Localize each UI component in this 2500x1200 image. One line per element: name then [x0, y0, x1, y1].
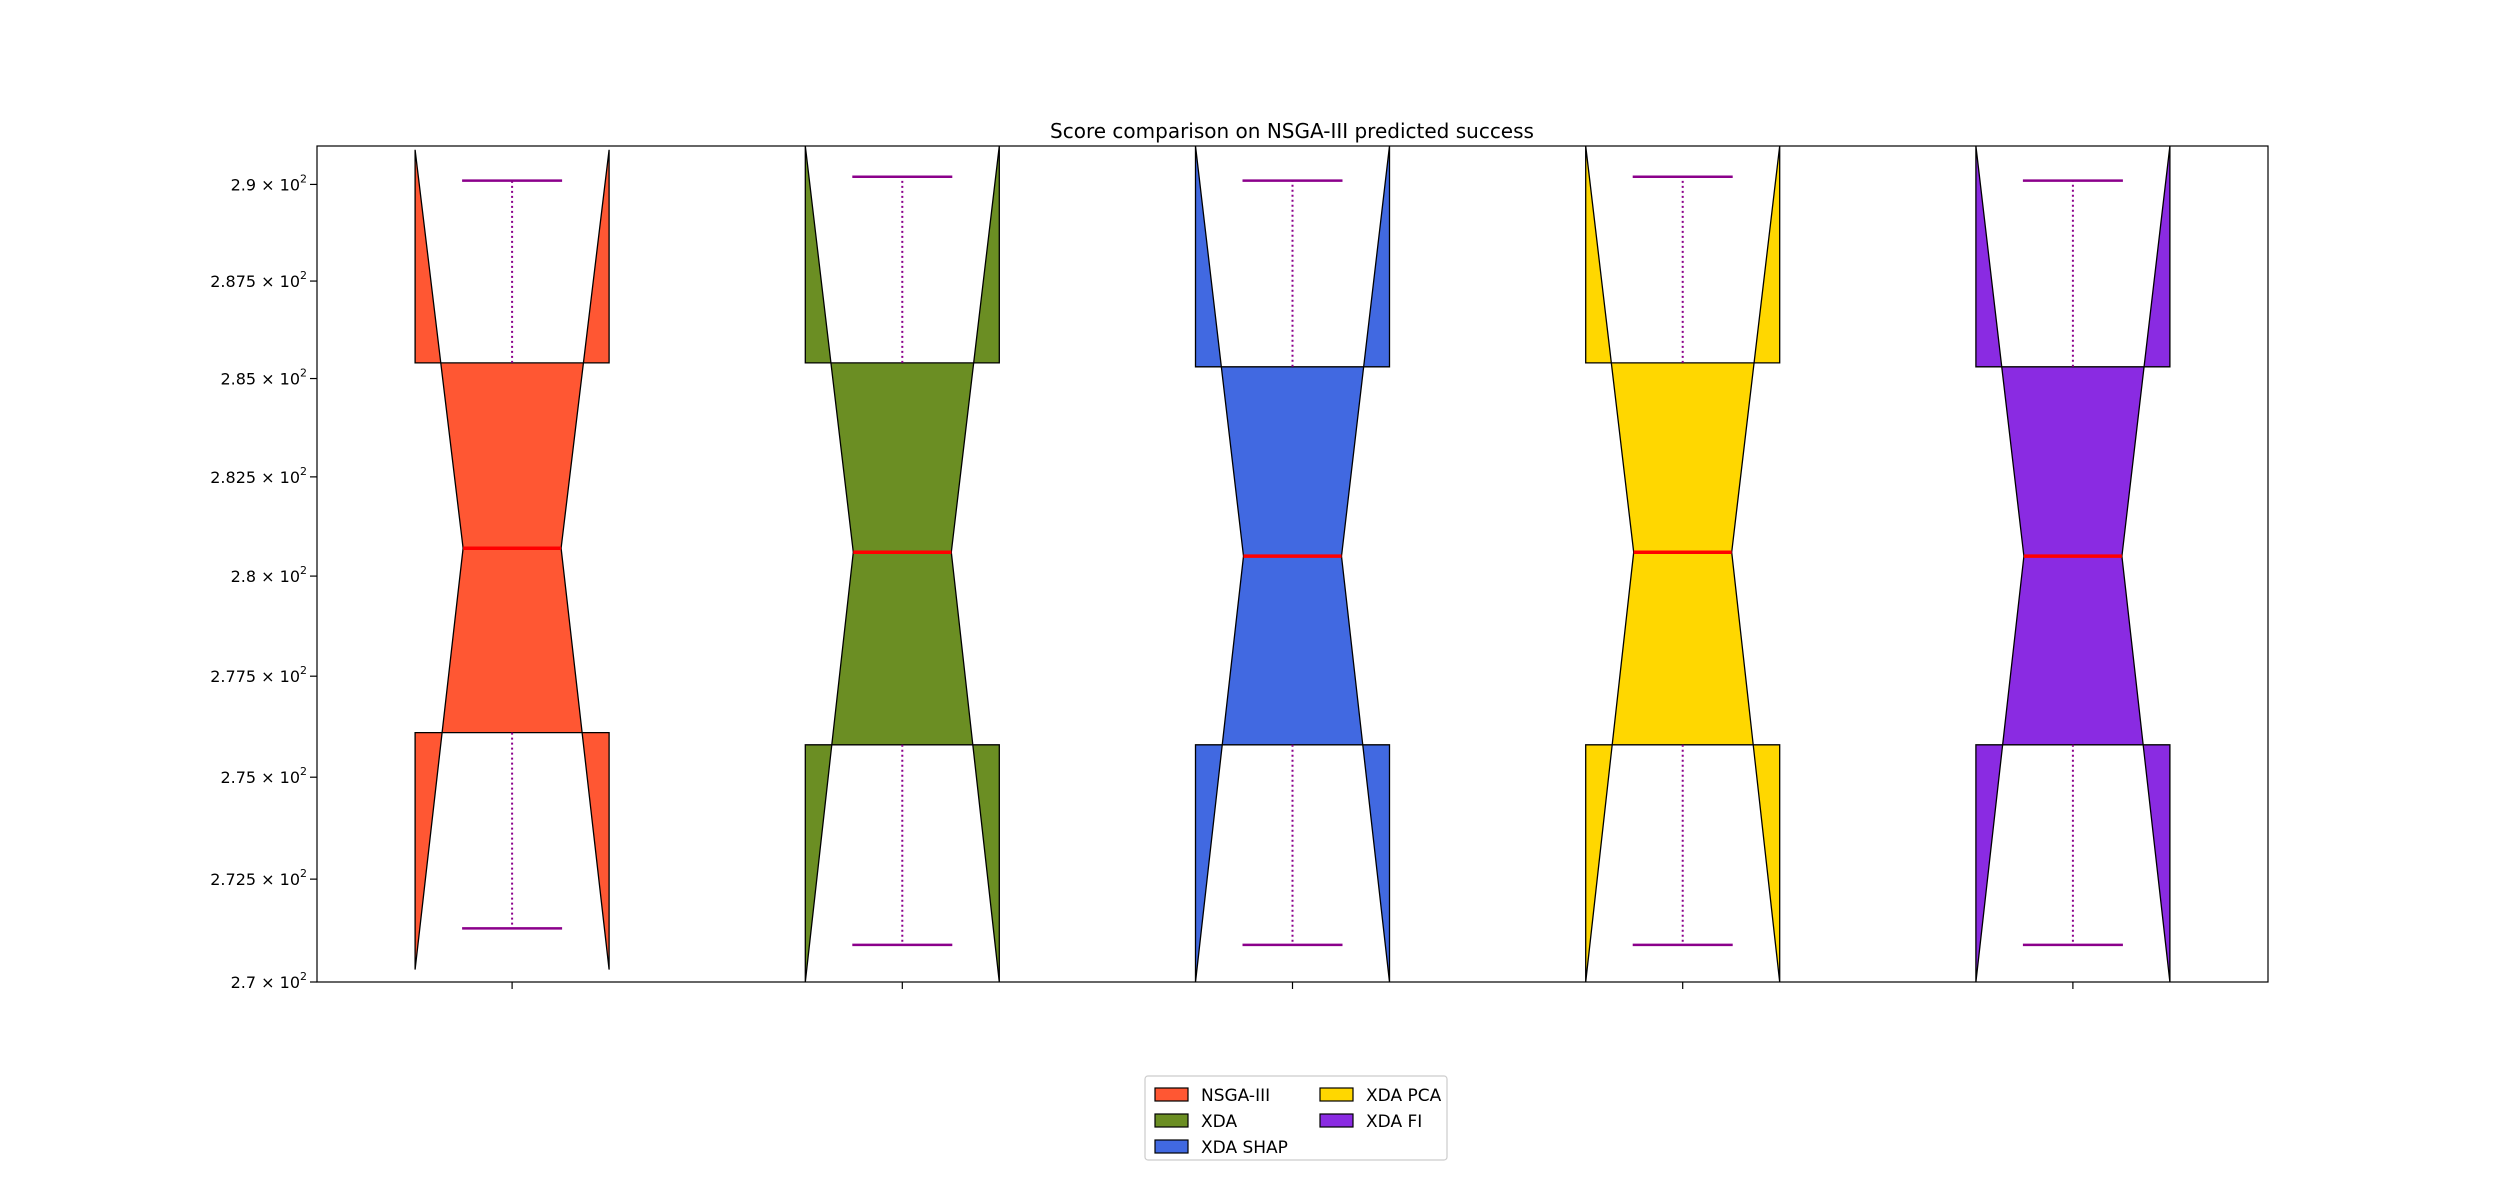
legend-swatch	[1154, 1139, 1189, 1154]
legend-swatch	[1319, 1113, 1354, 1128]
y-axis: 2.7 × 102 2.725 × 102 2.75 × 102 2.775 × 10…	[210, 172, 317, 992]
box-xda-fi	[1975, 145, 2171, 983]
legend-label: XDA PCA	[1366, 1086, 1442, 1106]
y-tick-label: 2.85 × 102	[220, 367, 307, 389]
box-xda	[804, 145, 1000, 983]
legend-swatch	[1319, 1087, 1354, 1102]
chart-title: Score comparison on NSGA-III predicted s…	[1050, 119, 1534, 143]
legend-label: XDA SHAP	[1201, 1138, 1288, 1158]
legend-label: XDA	[1201, 1112, 1237, 1132]
box-body	[1585, 145, 1781, 983]
legend-label: NSGA-III	[1201, 1086, 1270, 1106]
legend-label: XDA FI	[1366, 1112, 1422, 1132]
x-axis	[511, 982, 2074, 989]
box-body	[1975, 145, 2171, 983]
legend-swatch	[1154, 1113, 1189, 1128]
legend-item: XDA SHAP	[1154, 1138, 1288, 1158]
y-tick-label: 2.775 × 102	[210, 664, 307, 686]
legend-swatch	[1154, 1087, 1189, 1102]
legend-item: XDA PCA	[1319, 1086, 1442, 1106]
legend-item: XDA FI	[1319, 1112, 1422, 1132]
box-nsga-iii	[414, 149, 610, 970]
plot-area	[414, 145, 2171, 983]
legend-frame	[1144, 1075, 1448, 1161]
y-tick-label: 2.75 × 102	[220, 765, 307, 787]
y-tick-label: 2.825 × 102	[210, 465, 307, 487]
box-body	[804, 145, 1000, 983]
box-xda-shap	[1194, 145, 1391, 983]
box-xda-pca	[1585, 145, 1781, 983]
legend-item: NSGA-III	[1154, 1086, 1270, 1106]
y-tick-label: 2.725 × 102	[210, 867, 307, 889]
y-tick-label: 2.9 × 102	[231, 172, 307, 194]
box-body	[1194, 145, 1391, 983]
legend: NSGA-III XDA XDA SHAP XDA PCA XDA FI	[1144, 1075, 1448, 1161]
axes-frame	[316, 145, 2269, 983]
y-tick-label: 2.7 × 102	[231, 970, 307, 992]
legend-item: XDA	[1154, 1112, 1237, 1132]
y-tick-label: 2.8 × 102	[231, 564, 307, 586]
y-tick-label: 2.875 × 102	[210, 269, 307, 291]
box-body	[414, 149, 610, 970]
